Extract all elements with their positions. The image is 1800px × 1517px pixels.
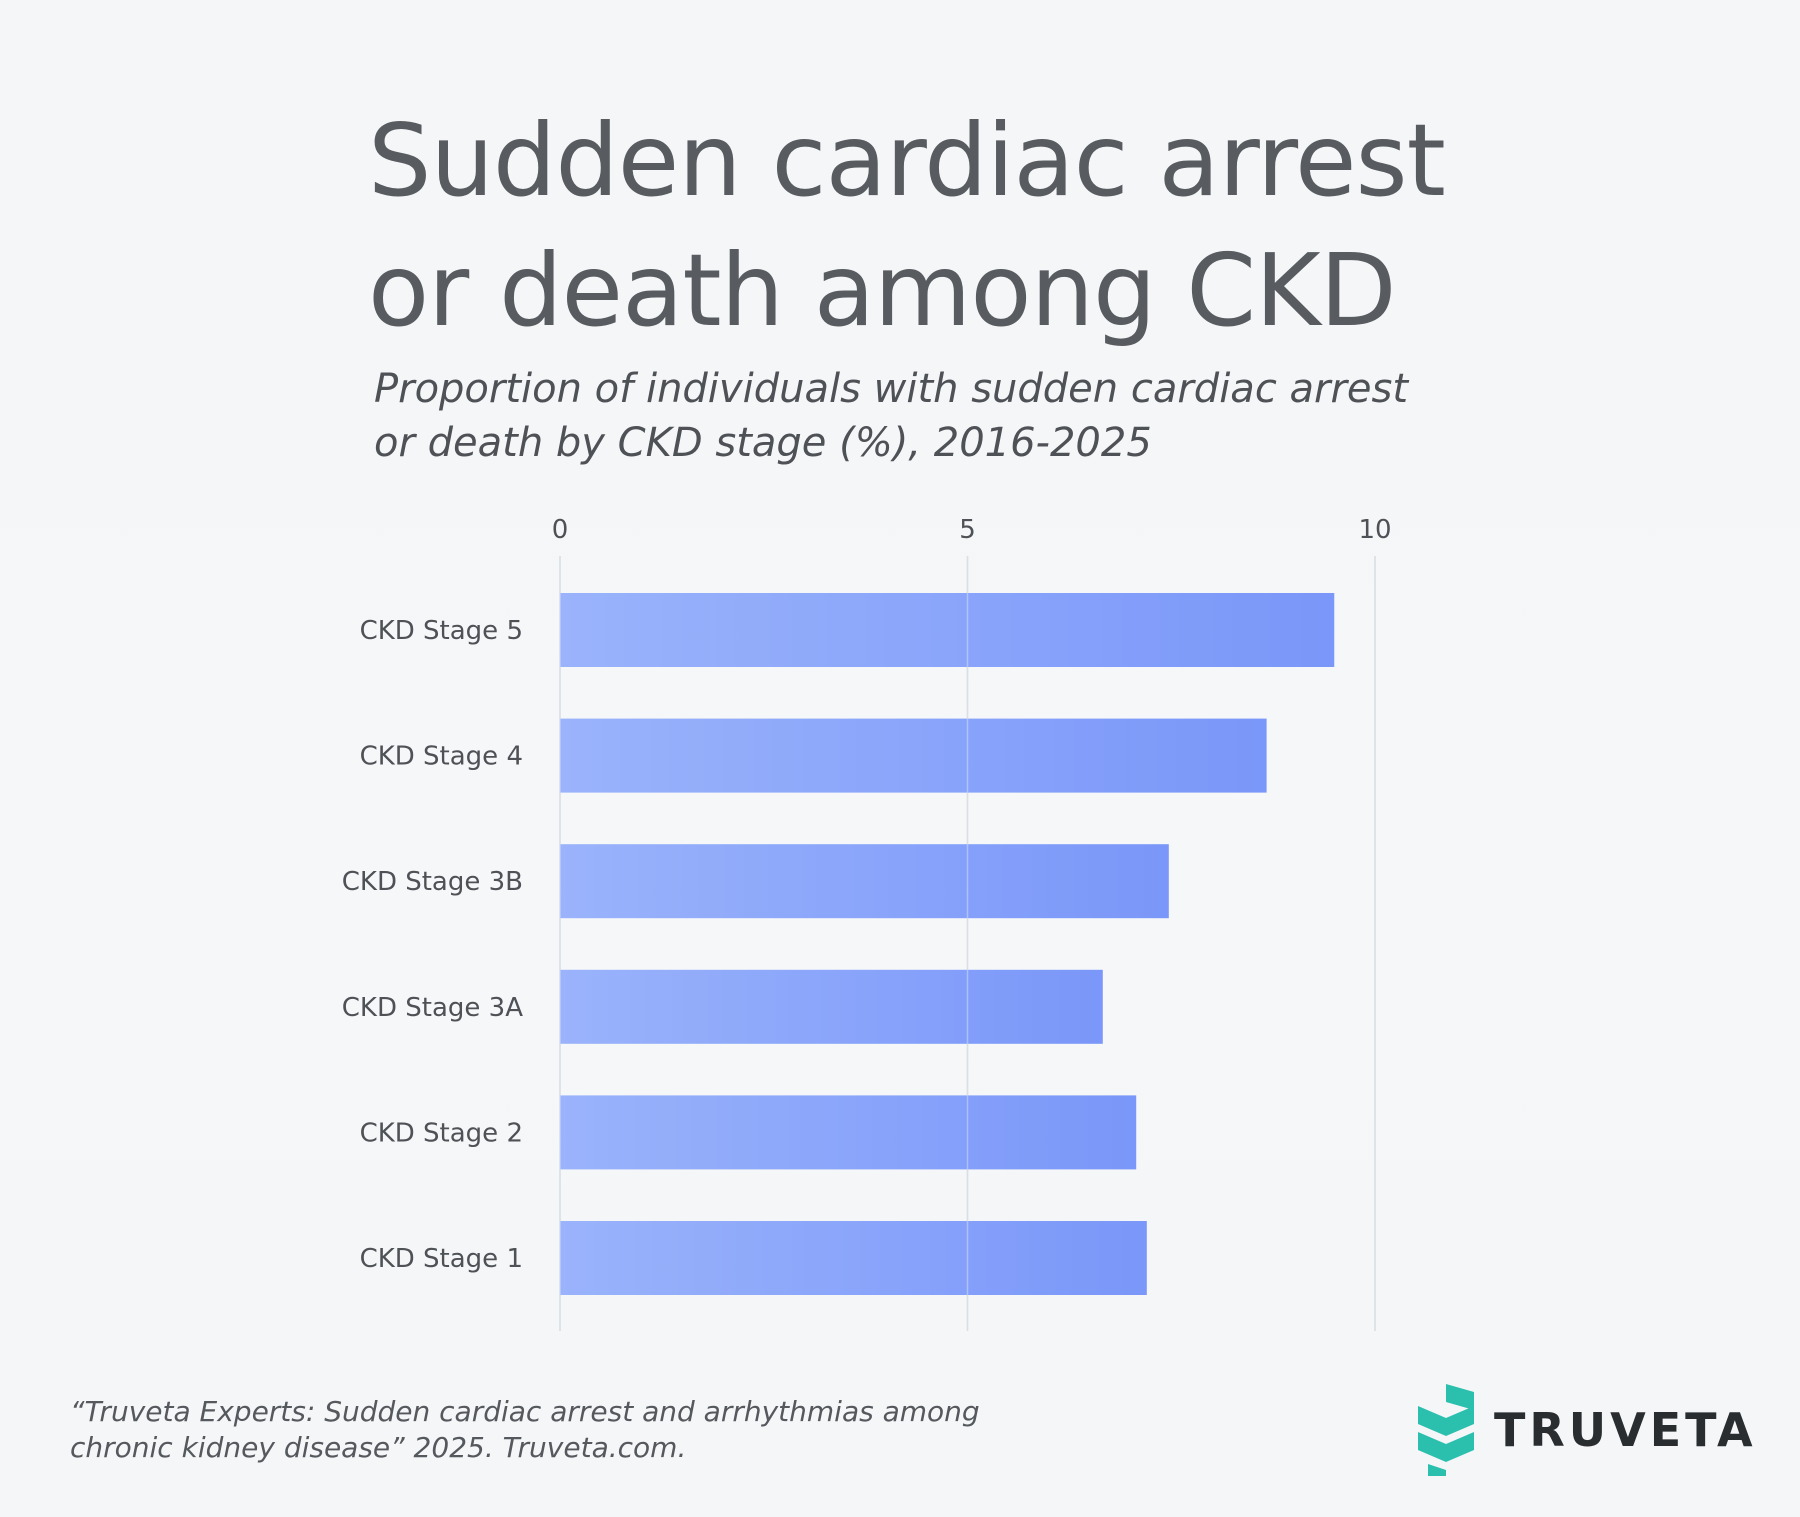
x-axis-ticks: 0 5 10 (552, 515, 1392, 545)
category-label: CKD Stage 3A (342, 993, 523, 1023)
brand-logo[interactable]: TRUVETA (1418, 1384, 1757, 1476)
bar (560, 593, 1335, 667)
bar (560, 1095, 1137, 1170)
source-line-1: “Truveta Experts: Sudden cardiac arrest … (70, 1395, 980, 1428)
bar (560, 1221, 1147, 1295)
category-labels: CKD Stage 5 CKD Stage 4 CKD Stage 3B CKD St… (342, 616, 523, 1274)
page-title: Sudden cardiac arrest or death among CKD (368, 96, 1468, 356)
bars (559, 556, 1376, 1331)
category-label: CKD Stage 2 (360, 1118, 523, 1148)
category-label: CKD Stage 5 (360, 616, 523, 646)
chart-subtitle: Proportion of individuals with sudden ca… (374, 362, 1474, 470)
bar (560, 844, 1169, 919)
source-citation: “Truveta Experts: Sudden cardiac arrest … (70, 1394, 1070, 1466)
bar (560, 969, 1103, 1044)
truveta-chevron-logo-icon (1418, 1384, 1474, 1476)
source-line-2: chronic kidney disease” 2025. Truveta.co… (70, 1431, 687, 1464)
x-tick-label: 0 (552, 515, 569, 545)
bar (560, 718, 1267, 793)
subtitle-line-1: Proportion of individuals with sudden ca… (374, 366, 1409, 412)
category-label: CKD Stage 3B (342, 867, 523, 897)
category-label: CKD Stage 1 (360, 1244, 523, 1274)
brand-name: TRUVETA (1494, 1403, 1757, 1457)
subtitle-line-2: or death by CKD stage (%), 2016-2025 (374, 420, 1152, 466)
title-line-2: or death among CKD (368, 232, 1397, 349)
title-line-1: Sudden cardiac arrest (368, 102, 1446, 219)
gridlines (559, 556, 1376, 1331)
x-tick-label: 10 (1358, 515, 1391, 545)
category-label: CKD Stage 4 (360, 742, 523, 772)
x-tick-label: 5 (959, 515, 976, 545)
